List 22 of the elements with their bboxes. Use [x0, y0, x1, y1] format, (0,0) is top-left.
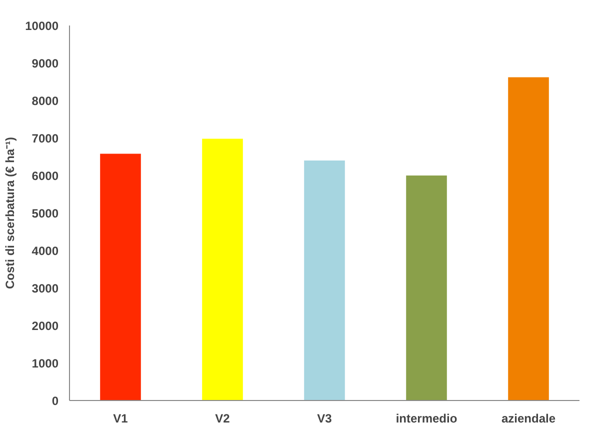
y-tick-label: 0 — [52, 394, 59, 408]
y-tick-label: 3000 — [32, 282, 59, 296]
y-tick-label: 6000 — [32, 169, 59, 183]
y-tick-label: 10000 — [25, 19, 59, 33]
x-tick-label: V2 — [215, 412, 230, 426]
bar — [304, 160, 345, 400]
bar — [100, 154, 141, 400]
y-tick-label: 9000 — [32, 56, 59, 70]
y-tick-label: 4000 — [32, 244, 59, 258]
x-tick-label: intermedio — [396, 412, 458, 426]
y-tick-label: 7000 — [32, 132, 59, 146]
x-tick-label: V3 — [317, 412, 332, 426]
y-axis-title: Costi di scerbatura (€ ha⁻¹) — [3, 136, 18, 290]
y-tick-label: 8000 — [32, 94, 59, 108]
bar — [406, 176, 447, 400]
x-tick-label: V1 — [113, 412, 128, 426]
y-tick-label: 2000 — [32, 319, 59, 333]
bar — [508, 77, 549, 400]
y-tick-label: 1000 — [32, 356, 59, 370]
bar — [202, 138, 243, 400]
x-tick-label: aziendale — [501, 412, 556, 426]
y-tick-label: 5000 — [32, 206, 59, 220]
